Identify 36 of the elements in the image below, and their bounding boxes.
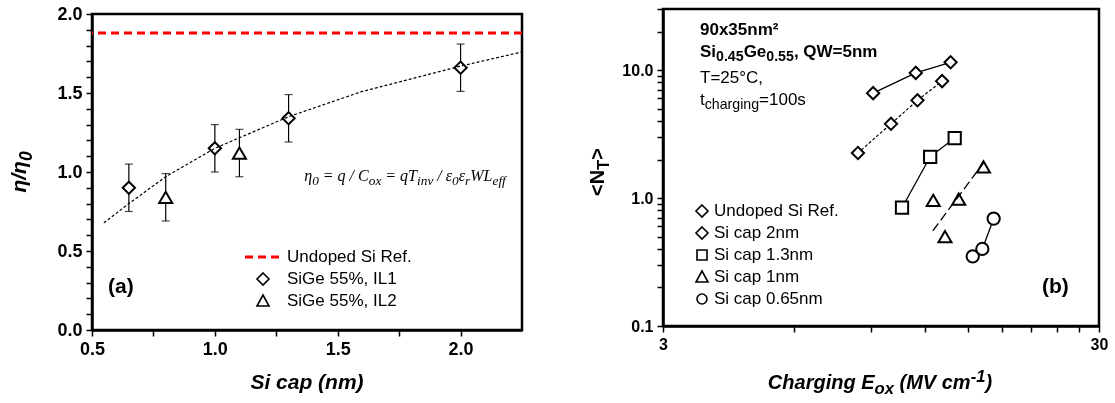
legend-label: Si cap 2nm — [714, 223, 800, 243]
x-tick-label: 3 — [659, 335, 669, 353]
y-tick-label: 1.0 — [631, 189, 654, 207]
point — [453, 60, 468, 75]
text: η$_{0}$ = q / C$_{ox}$ = qT$_{inv}$ / ε$_{0}$ε$_{r}$WL$_{eff}$ — [304, 166, 506, 189]
x-tick-label: 1.5 — [325, 338, 351, 359]
legend-label: SiGe 55%, IL1 — [287, 269, 397, 289]
legend-label: Si cap 1.3nm — [714, 245, 814, 265]
x-tick-label: 0.5 — [79, 338, 106, 359]
legend-label: Si cap 1nm — [714, 267, 800, 287]
annotation: (a) — [108, 274, 134, 298]
x-axis-title: Si cap (nm) — [250, 370, 364, 394]
legend-label: Undoped Si Ref. — [714, 201, 839, 221]
point — [281, 111, 296, 126]
y-tick-label: 0.1 — [631, 317, 654, 335]
y-tick-label: 1.0 — [57, 161, 83, 182]
legend-label: SiGe 55%, IL2 — [287, 291, 397, 311]
x-axis-title: Charging E$_{ox}$ (MV cm$^{-1}$) — [767, 366, 993, 400]
point — [231, 146, 247, 160]
legend-label: Si cap 0.65nm — [714, 289, 823, 309]
x-tick-label: 1.0 — [202, 338, 228, 359]
y-tick-label: 0.0 — [57, 319, 83, 340]
y-tick-label: 2.0 — [57, 3, 83, 24]
x-tick-label: 2.0 — [448, 338, 474, 359]
annotation: Si$_{0.45}$Ge$_{0.55}$, QW=5nm — [700, 41, 878, 65]
y-tick-label: 10.0 — [622, 61, 654, 79]
legend-label: Undoped Si Ref. — [287, 247, 412, 267]
annotation: T=25°C, — [700, 68, 764, 88]
annotation: 90x35nm² — [700, 20, 779, 40]
y-tick-label: 0.5 — [57, 240, 83, 261]
x-tick-label: 30 — [1090, 335, 1109, 353]
y-tick-label: 1.5 — [57, 82, 83, 103]
annotation: (b) — [1042, 274, 1069, 298]
annotation: t$_{charging}$=100s — [700, 89, 806, 113]
point — [121, 180, 136, 195]
point — [158, 190, 174, 204]
